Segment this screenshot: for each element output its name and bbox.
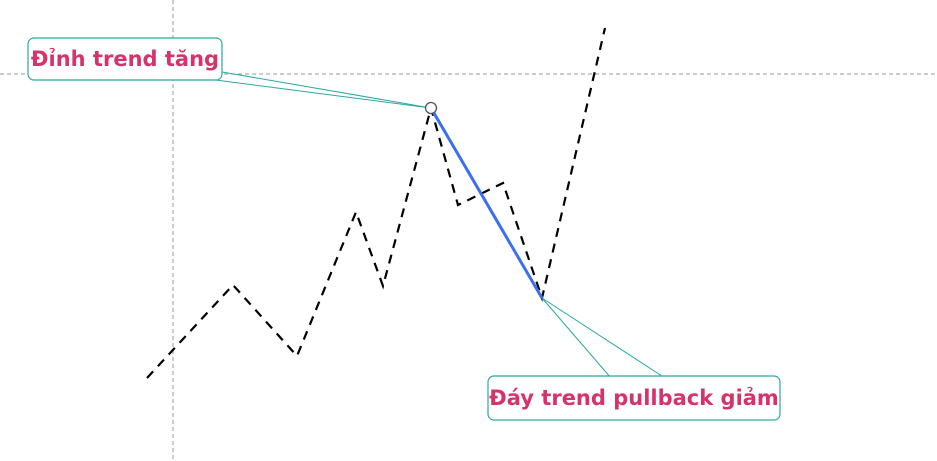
bottom-callout-line-2 xyxy=(541,297,666,379)
peak-label-box xyxy=(27,37,223,81)
peak-label-text: Đỉnh trend tăng xyxy=(31,47,219,71)
bottom-label: Đáy trend pullback giảm xyxy=(487,375,781,421)
bottom-label-text: Đáy trend pullback giảm xyxy=(489,386,779,410)
price-path xyxy=(146,27,607,379)
peak-callout-line xyxy=(199,77,432,109)
bottom-label-box xyxy=(487,375,781,421)
peak-marker xyxy=(424,101,438,115)
peak-callout-line-2 xyxy=(221,71,432,109)
bottom-callout-line xyxy=(541,297,612,379)
pullback-line xyxy=(429,107,544,299)
peak-label: Đỉnh trend tăng xyxy=(27,37,223,81)
